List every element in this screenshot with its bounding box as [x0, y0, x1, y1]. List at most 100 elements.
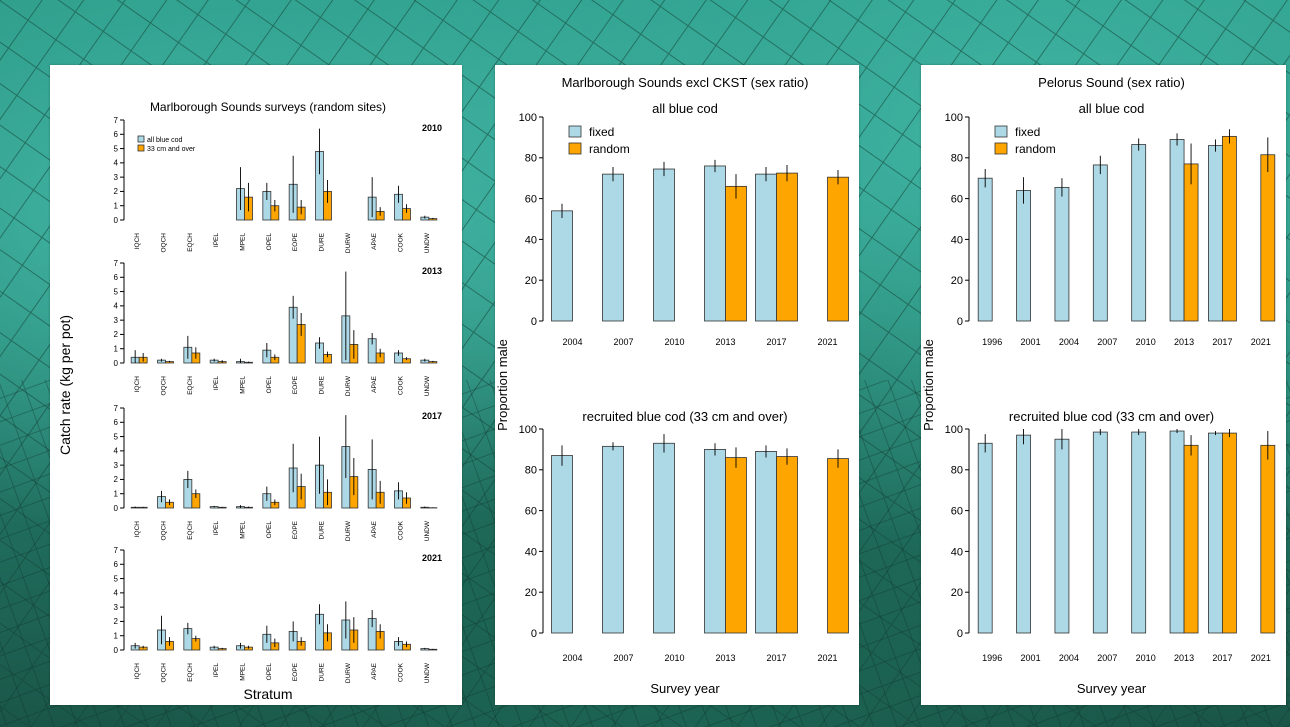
facet-year-label: 2010 [422, 123, 442, 133]
y-tick-label: 60 [951, 505, 963, 517]
bar-random [1222, 432, 1237, 634]
legend-label: 33 cm and over [147, 146, 196, 153]
y-axis-label: Proportion male [495, 339, 510, 431]
bar-fixed [653, 168, 675, 322]
x-tick-label: MPEL [240, 233, 247, 251]
y-tick-label: 4 [114, 302, 119, 311]
y-tick-label: 2 [114, 187, 119, 196]
bar-random [1183, 163, 1199, 322]
x-tick-label: DURE [319, 662, 326, 681]
bar-fixed [704, 448, 726, 634]
catch-rate-chart: Marlborough Sounds surveys (random sites… [57, 100, 442, 702]
x-tick-label: 2007 [613, 653, 633, 663]
x-tick-label: 2021 [1251, 337, 1271, 347]
legend-label: random [589, 142, 630, 156]
x-tick-label: COOK [398, 520, 405, 540]
y-tick-label: 60 [525, 505, 537, 517]
legend-label: all blue cod [147, 137, 183, 144]
legend-swatch-fixed [137, 135, 145, 143]
x-tick-label: 1996 [982, 337, 1002, 347]
x-tick-label: 2017 [1212, 653, 1232, 663]
x-tick-label: OPEL [266, 376, 273, 394]
legend-swatch-fixed [994, 125, 1008, 138]
x-tick-label: DURE [319, 520, 326, 539]
x-tick-label: MPEL [240, 521, 247, 539]
x-tick-label: 2007 [1097, 653, 1117, 663]
x-tick-label: EOPE [292, 662, 299, 681]
bar-fixed [755, 451, 777, 634]
y-tick-label: 0 [531, 628, 537, 640]
y-tick-label: 2 [114, 330, 119, 339]
marlborough-sex-ratio-chart: Marlborough Sounds excl CKST (sex ratio)… [495, 75, 849, 696]
x-tick-label: UNDW [424, 662, 431, 683]
y-tick-label: 20 [525, 587, 537, 599]
y-tick-label: 60 [525, 193, 537, 205]
x-tick-label: DURW [345, 662, 352, 683]
x-axis-label: Survey year [650, 681, 720, 696]
x-tick-label: 2017 [766, 653, 786, 663]
x-tick-label: UNDW [424, 375, 431, 396]
bar-fixed [551, 210, 573, 322]
y-tick-label: 0 [114, 216, 119, 225]
bar-random [827, 458, 849, 634]
legend-label: fixed [589, 125, 614, 139]
bar-fixed [1092, 431, 1108, 634]
x-tick-label: 2013 [715, 337, 735, 347]
x-tick-label: 2004 [562, 337, 582, 347]
x-tick-label: APAE [371, 662, 378, 680]
x-tick-label: IPEL [213, 521, 220, 535]
x-tick-label: OPEL [266, 521, 273, 539]
y-tick-label: 0 [114, 646, 119, 655]
y-tick-label: 5 [114, 287, 119, 296]
x-tick-label: 2021 [817, 653, 837, 663]
bar-fixed [602, 445, 624, 634]
y-tick-label: 100 [945, 424, 963, 436]
bar-random [1260, 444, 1276, 634]
y-tick-label: 5 [114, 144, 119, 153]
y-tick-label: 60 [951, 193, 963, 205]
x-tick-label: EQCH [187, 521, 194, 540]
facet-subtitle: recruited blue cod (33 cm and over) [1009, 409, 1214, 424]
x-tick-label: 2007 [1097, 337, 1117, 347]
x-tick-label: EOPE [292, 375, 299, 394]
y-tick-label: 20 [951, 587, 963, 599]
x-tick-label: 2010 [664, 337, 684, 347]
x-tick-label: 2013 [1174, 337, 1194, 347]
x-tick-label: 2017 [766, 337, 786, 347]
bar-fixed [1131, 431, 1147, 634]
bar-fixed [602, 173, 624, 322]
legend-swatch-fixed [568, 125, 582, 138]
x-tick-label: IQCH [134, 663, 141, 680]
y-tick-label: 80 [525, 465, 537, 477]
y-tick-label: 100 [945, 112, 963, 124]
y-tick-label: 40 [525, 234, 537, 246]
y-tick-label: 3 [114, 461, 119, 470]
legend-swatch-random [994, 142, 1008, 155]
x-tick-label: 2010 [1136, 337, 1156, 347]
bar-fixed [1054, 186, 1070, 322]
y-tick-label: 6 [114, 273, 119, 282]
x-tick-label: APAE [371, 232, 378, 250]
y-axis-label: Catch rate (kg per pot) [57, 315, 73, 455]
y-tick-label: 20 [951, 275, 963, 287]
y-tick-label: 80 [951, 153, 963, 165]
bar-fixed [1016, 434, 1031, 634]
bar-fixed [1208, 432, 1223, 634]
catch-rate-panel: Marlborough Sounds surveys (random sites… [50, 65, 462, 705]
y-tick-label: 1 [114, 345, 119, 354]
facet-subtitle: all blue cod [652, 101, 718, 116]
x-tick-label: EOPE [292, 232, 299, 251]
x-tick-label: 2021 [1251, 653, 1271, 663]
bar-random [725, 185, 747, 322]
bar-fixed [977, 177, 993, 322]
y-tick-label: 80 [951, 465, 963, 477]
legend-swatch-random [568, 142, 582, 155]
x-tick-label: IPEL [213, 376, 220, 390]
y-tick-label: 2 [114, 617, 119, 626]
x-tick-label: DURE [319, 375, 326, 394]
y-tick-label: 3 [114, 316, 119, 325]
legend-label: fixed [1015, 125, 1040, 139]
y-tick-label: 100 [519, 112, 537, 124]
bar-fixed [755, 173, 777, 322]
chart-title: Marlborough Sounds excl CKST (sex ratio) [562, 75, 809, 90]
